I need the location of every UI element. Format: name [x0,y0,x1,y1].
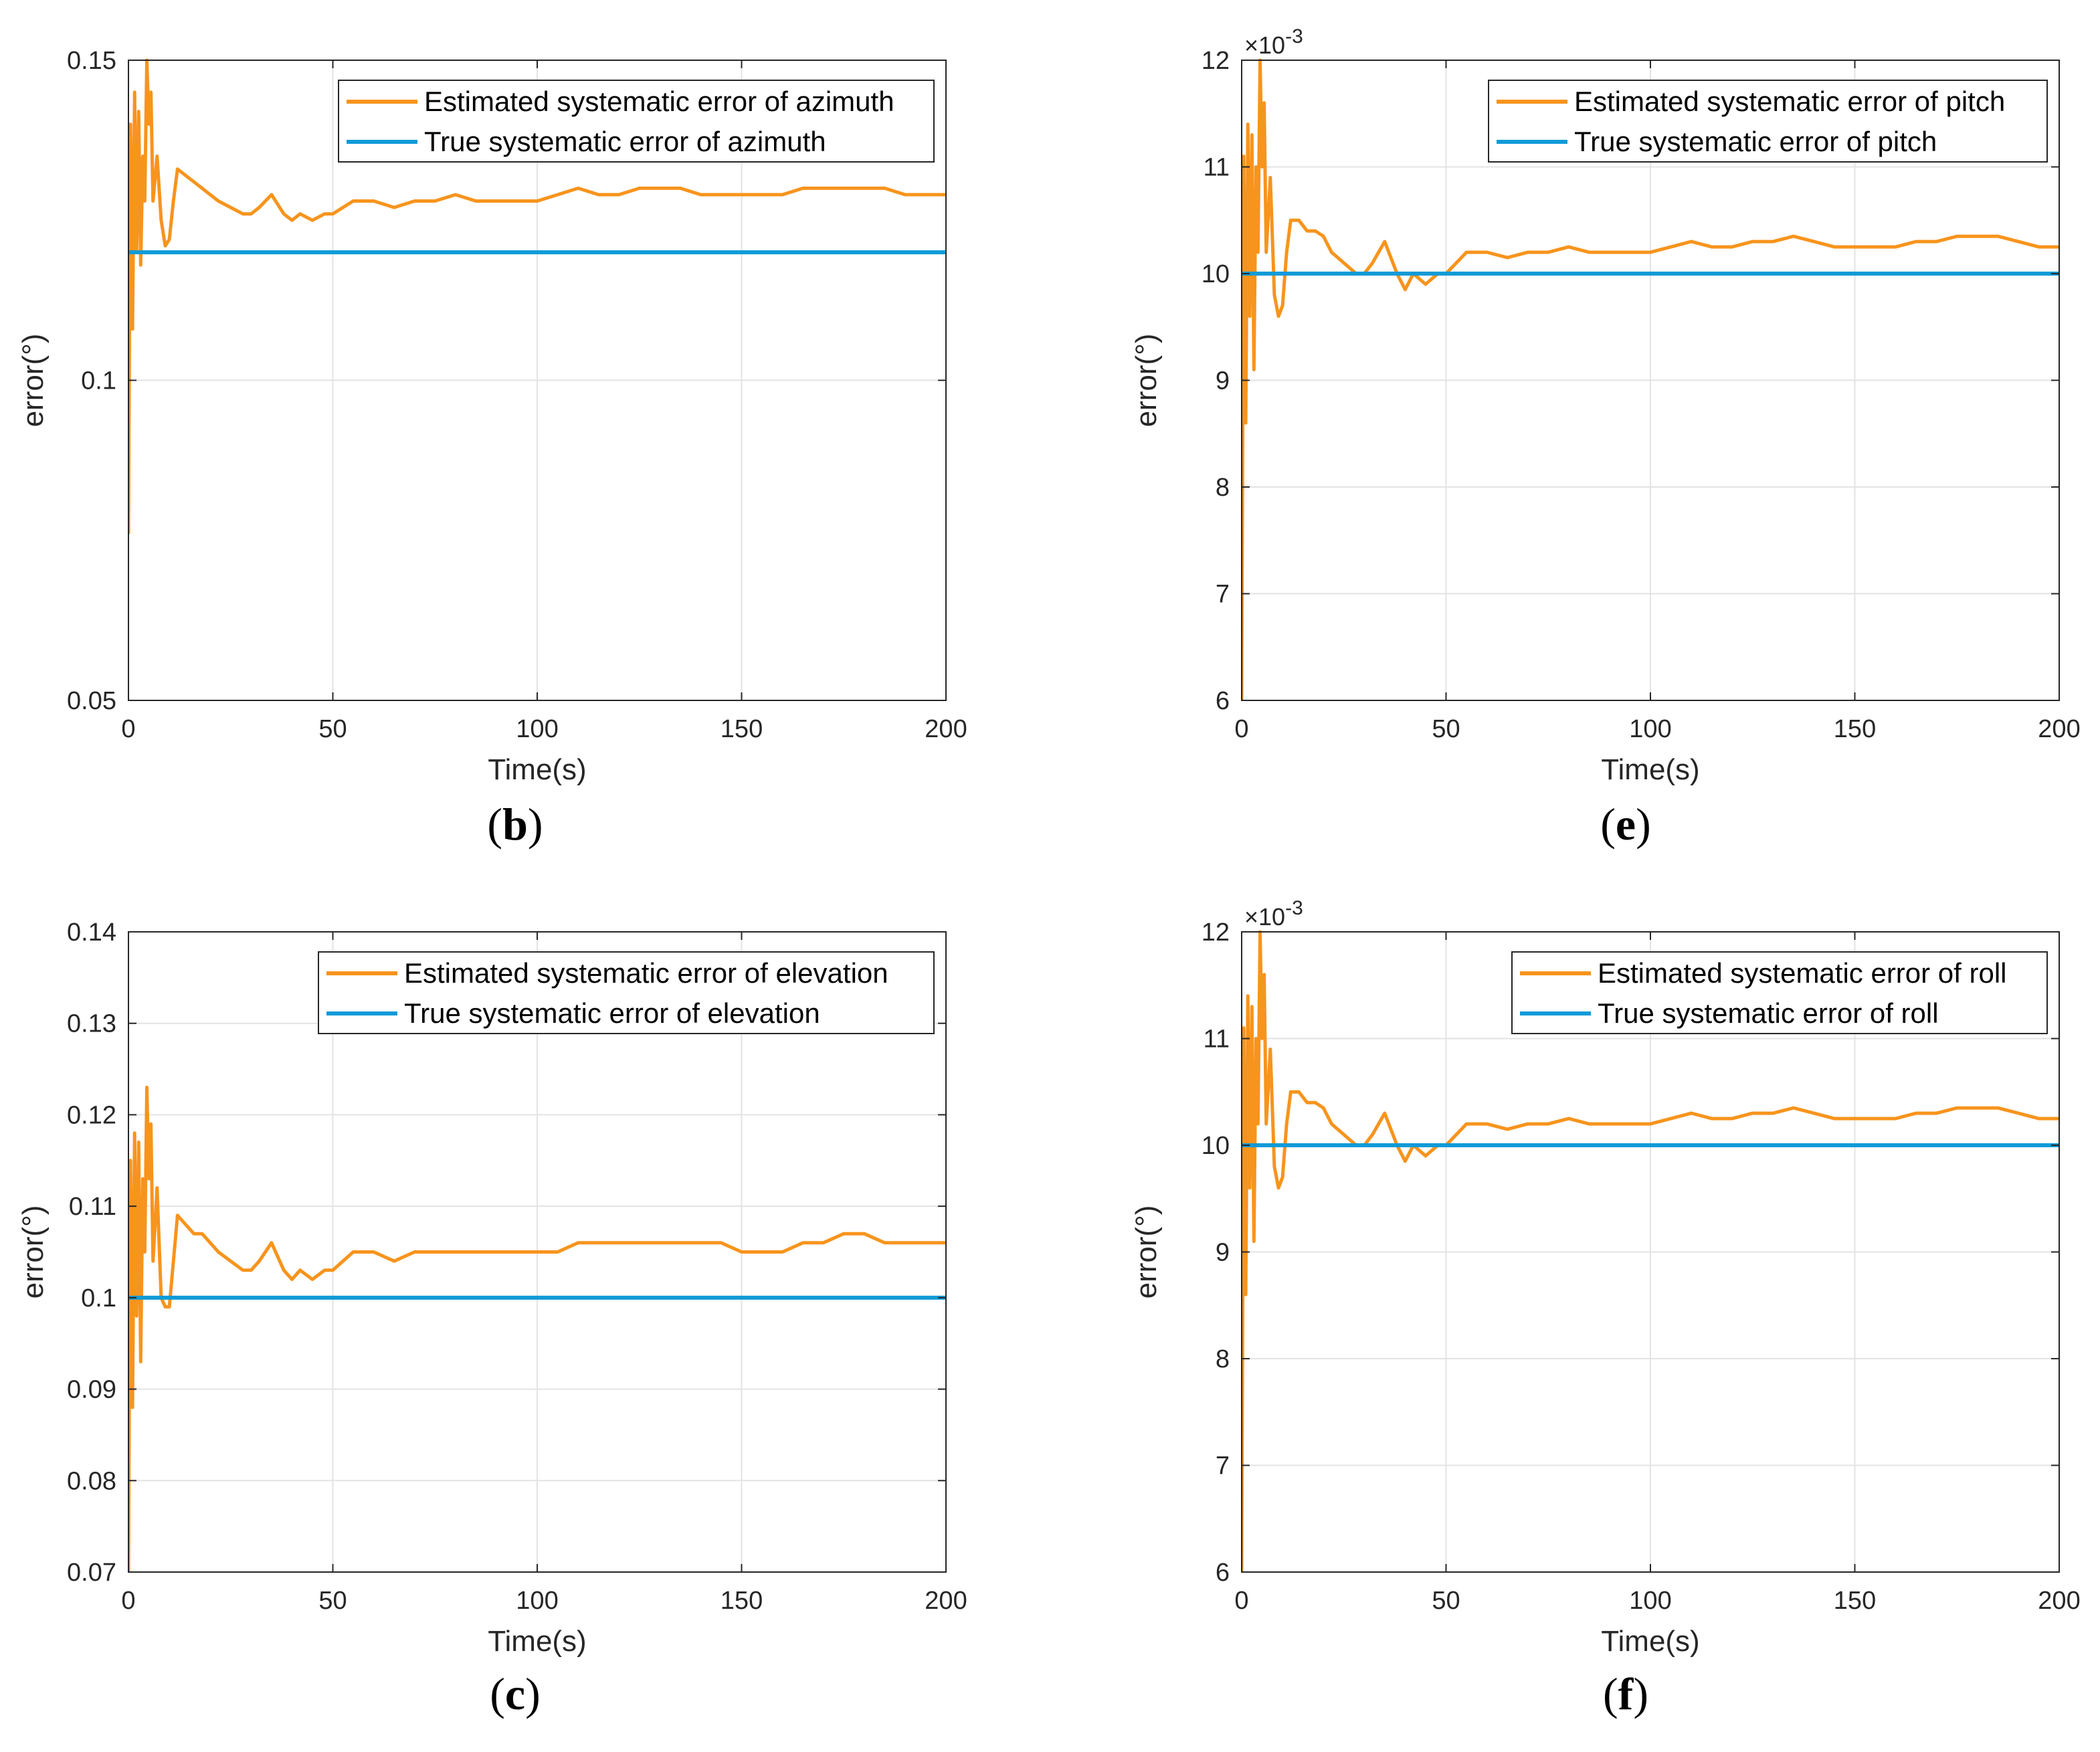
legend: Estimated systematic error of roll True s… [1511,951,2048,1034]
x-axis-label: Time(s) [488,753,586,786]
x-tick-label: 200 [925,1587,967,1615]
legend-box [318,951,935,1034]
y-tick-label: 0.1 [81,1284,116,1312]
axis-multiplier: ×10-3 [1244,897,1303,931]
axis-multiplier-exponent: -3 [1285,25,1303,47]
y-tick-label: 12 [1202,918,1230,947]
x-axis-label: Time(s) [1601,753,1699,786]
axis-multiplier-exponent: -3 [1285,897,1303,919]
y-tick-label: 0.08 [67,1467,116,1495]
x-tick-label: 0 [121,715,135,743]
y-tick-label: 6 [1216,687,1230,715]
y-tick-label: 11 [1204,154,1230,182]
y-tick-label: 0.15 [67,47,116,75]
legend-entry: Estimated systematic error of elevation [404,957,888,989]
panel-caption-letter: e [1616,799,1636,850]
y-axis-label: error(°) [17,1205,50,1299]
chart-panel-e: 0 50 100 150 200 6 7 8 9 10 11 12 ×10-3 Time(s) error(… [1130,25,2081,850]
x-tick-label: 150 [721,715,763,743]
axis-multiplier: ×10-3 [1244,25,1303,59]
panel-caption: (c) [490,1668,541,1719]
y-tick-label: 0.11 [69,1193,116,1221]
legend-entry: Estimated systematic error of pitch [1574,86,2005,117]
panel-caption-letter: c [505,1668,525,1719]
legend-box [338,80,935,163]
legend-entry: True systematic error of azimuth [424,126,826,157]
legend: Estimated systematic error of pitch True … [1488,80,2048,163]
x-tick-label: 150 [721,1587,763,1615]
chart-panel-c: 0 50 100 150 200 0.07 0.08 0.09 0.1 0.11 0.12 0.13 0… [17,918,967,1719]
legend: Estimated systematic error of azimuth Tru… [338,80,935,163]
x-tick-label: 150 [1834,715,1876,743]
y-tick-label: 10 [1202,260,1230,288]
y-tick-label: 8 [1216,1345,1230,1373]
y-axis-label: error(°) [1130,334,1163,427]
x-tick-label: 50 [318,1587,347,1615]
legend-entry: True systematic error of elevation [404,997,820,1029]
y-tick-label: 8 [1216,474,1230,502]
y-tick-label: 9 [1216,1239,1230,1267]
y-tick-label: 10 [1202,1132,1230,1160]
x-tick-label: 200 [2038,1587,2080,1615]
legend-box [1511,951,2048,1034]
x-tick-label: 0 [1234,1587,1248,1615]
panel-caption: (f) [1603,1668,1648,1719]
series-line-estimated [128,58,946,534]
chart-panel-b: 0 50 100 150 200 0.05 0.1 0.15 Time(s) error(°) Es… [17,47,967,850]
y-tick-label: 9 [1216,367,1230,395]
y-tick-label: 0.07 [67,1559,116,1587]
chart-panel-f: 0 50 100 150 200 6 7 8 9 10 11 12 ×10-3 Time(s) error(… [1130,897,2081,1719]
legend-entry: True systematic error of roll [1598,997,1939,1029]
series-line-estimated [1242,930,2059,1573]
y-tick-label: 0.13 [67,1010,116,1038]
legend: Estimated systematic error of elevation T… [318,951,935,1034]
x-tick-label: 50 [318,715,347,743]
legend-entry: Estimated systematic error of roll [1598,957,2007,989]
y-tick-label: 0.12 [67,1101,116,1129]
y-axis-label: error(°) [17,334,50,427]
x-tick-label: 0 [1234,715,1248,743]
x-tick-label: 100 [1629,1587,1671,1615]
x-tick-label: 100 [1629,715,1671,743]
legend-entry: Estimated systematic error of azimuth [424,86,894,117]
x-tick-label: 200 [2038,715,2080,743]
x-axis-label: Time(s) [1601,1625,1699,1658]
y-tick-label: 7 [1216,581,1230,609]
x-tick-label: 50 [1432,1587,1460,1615]
y-tick-label: 0.14 [67,918,116,947]
y-tick-label: 11 [1204,1026,1230,1054]
y-tick-label: 0.05 [67,687,116,715]
y-tick-label: 0.09 [67,1376,116,1404]
x-tick-label: 50 [1432,715,1460,743]
panel-caption-letter: b [502,799,528,850]
panel-caption: (b) [487,799,543,850]
x-tick-label: 0 [121,1587,135,1615]
x-tick-label: 100 [516,1587,558,1615]
x-tick-label: 100 [516,715,558,743]
x-tick-label: 200 [925,715,967,743]
y-axis-label: error(°) [1130,1205,1163,1299]
legend-box [1488,80,2048,163]
legend-entry: True systematic error of pitch [1574,126,1937,157]
y-tick-label: 0.1 [81,367,116,395]
panel-caption: (e) [1600,799,1651,850]
y-tick-label: 12 [1202,47,1230,75]
y-tick-label: 6 [1216,1559,1230,1587]
panel-caption-letter: f [1618,1668,1634,1719]
x-tick-label: 150 [1834,1587,1876,1615]
x-axis-label: Time(s) [488,1625,586,1658]
series-line-estimated [128,1085,946,1573]
series-line-estimated [1242,58,2059,701]
y-tick-label: 7 [1216,1452,1230,1480]
